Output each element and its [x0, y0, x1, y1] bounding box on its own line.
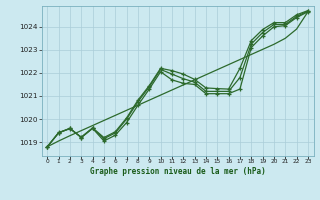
X-axis label: Graphe pression niveau de la mer (hPa): Graphe pression niveau de la mer (hPa) — [90, 167, 266, 176]
